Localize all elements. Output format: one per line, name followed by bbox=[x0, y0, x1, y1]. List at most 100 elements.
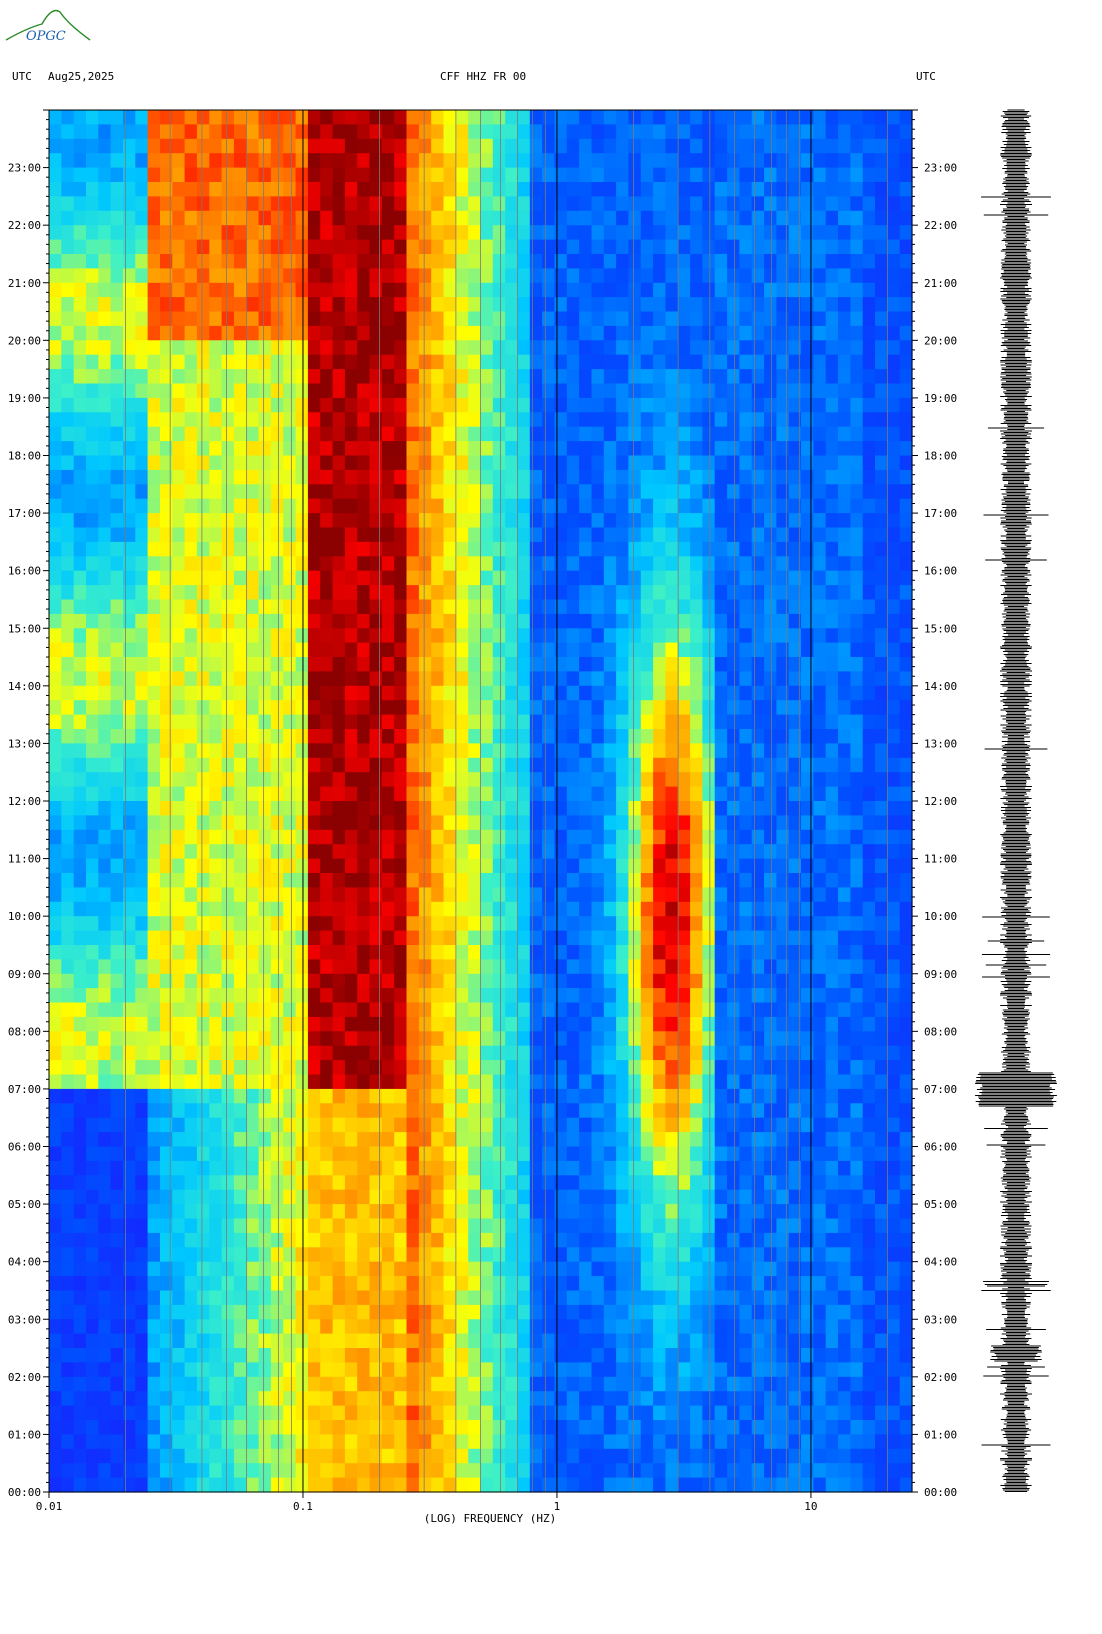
heatmap-cell bbox=[788, 110, 802, 125]
heatmap-cell bbox=[690, 484, 703, 500]
heatmap-cell bbox=[517, 1117, 531, 1133]
heatmap-cell bbox=[369, 541, 383, 557]
heatmap-cell bbox=[196, 225, 210, 241]
heatmap-cell bbox=[554, 1117, 568, 1133]
heatmap-cell bbox=[86, 282, 99, 298]
heatmap-cell bbox=[406, 167, 420, 183]
heatmap-cell bbox=[677, 1002, 691, 1018]
heatmap-cell bbox=[431, 167, 445, 183]
heatmap-cell bbox=[307, 1060, 321, 1076]
heatmap-cell bbox=[603, 469, 617, 485]
heatmap-cell bbox=[258, 556, 272, 572]
heatmap-cell bbox=[887, 369, 901, 385]
heatmap-cell bbox=[653, 901, 666, 917]
heatmap-cell bbox=[172, 441, 186, 457]
heatmap-cell bbox=[838, 901, 851, 917]
heatmap-cell bbox=[270, 182, 284, 197]
heatmap-cell bbox=[603, 225, 617, 241]
heatmap-cell bbox=[616, 282, 629, 298]
heatmap-cell bbox=[246, 426, 260, 442]
heatmap-cell bbox=[344, 311, 358, 327]
heatmap-cell bbox=[344, 585, 358, 601]
heatmap-cell bbox=[764, 1002, 777, 1018]
heatmap-cell bbox=[258, 613, 272, 629]
heatmap-cell bbox=[270, 225, 284, 241]
heatmap-cell bbox=[86, 916, 99, 932]
heatmap-cell bbox=[887, 297, 901, 313]
heatmap-cell bbox=[381, 685, 395, 701]
heatmap-cell bbox=[172, 254, 186, 269]
heatmap-cell bbox=[591, 383, 605, 399]
heatmap-cell bbox=[98, 541, 112, 557]
heatmap-cell bbox=[862, 729, 876, 744]
heatmap-cell bbox=[394, 167, 408, 183]
heatmap-cell bbox=[776, 988, 790, 1004]
heatmap-cell bbox=[665, 1002, 679, 1018]
heatmap-cell bbox=[147, 225, 161, 241]
heatmap-cell bbox=[184, 988, 198, 1004]
heatmap-cell bbox=[529, 469, 543, 485]
heatmap-cell bbox=[357, 988, 371, 1004]
heatmap-cell bbox=[850, 916, 864, 932]
heatmap-cell bbox=[492, 369, 506, 385]
heatmap-cell bbox=[776, 829, 790, 845]
heatmap-cell bbox=[690, 254, 703, 269]
heatmap-cell bbox=[751, 743, 765, 759]
heatmap-cell bbox=[739, 613, 753, 629]
heatmap-cell bbox=[603, 585, 617, 601]
heatmap-cell bbox=[258, 484, 272, 500]
date-label: Aug25,2025 bbox=[48, 70, 115, 83]
heatmap-cell bbox=[406, 1045, 420, 1061]
heatmap-cell bbox=[135, 268, 149, 284]
heatmap-cell bbox=[221, 772, 235, 788]
heatmap-cell bbox=[529, 585, 543, 601]
heatmap-cell bbox=[480, 829, 494, 845]
heatmap-cell bbox=[184, 110, 198, 125]
heatmap-cell bbox=[665, 945, 679, 960]
heatmap-cell bbox=[492, 714, 506, 730]
heatmap-cell bbox=[49, 455, 62, 471]
heatmap-cell bbox=[86, 801, 99, 816]
heatmap-cell bbox=[221, 829, 235, 845]
heatmap-cell bbox=[850, 700, 864, 716]
heatmap-cell bbox=[258, 700, 272, 716]
heatmap-cell bbox=[603, 383, 617, 399]
heatmap-cell bbox=[455, 484, 469, 500]
heatmap-cell bbox=[283, 599, 297, 615]
heatmap-cell bbox=[751, 426, 765, 442]
heatmap-cell bbox=[838, 469, 851, 485]
heatmap-cell bbox=[801, 369, 814, 385]
heatmap-cell bbox=[505, 527, 519, 543]
heatmap-cell bbox=[184, 1103, 198, 1119]
heatmap-cell bbox=[801, 844, 814, 860]
heatmap-cell bbox=[320, 124, 334, 140]
heatmap-cell bbox=[406, 311, 420, 327]
heatmap-cell bbox=[73, 1074, 87, 1090]
heatmap-cell bbox=[332, 527, 346, 543]
heatmap-cell bbox=[246, 570, 260, 586]
heatmap-cell bbox=[307, 671, 321, 687]
heatmap-cell bbox=[406, 441, 420, 457]
heatmap-cell bbox=[233, 311, 247, 327]
heatmap-cell bbox=[603, 570, 617, 586]
heatmap-cell bbox=[258, 585, 272, 601]
heatmap-cell bbox=[603, 484, 617, 500]
heatmap-cell bbox=[369, 340, 383, 356]
heatmap-cell bbox=[431, 124, 445, 140]
heatmap-cell bbox=[566, 498, 580, 514]
heatmap-cell bbox=[579, 325, 592, 341]
heatmap-cell bbox=[196, 801, 210, 816]
heatmap-cell bbox=[542, 1117, 555, 1133]
heatmap-cell bbox=[616, 124, 629, 140]
heatmap-cell bbox=[603, 556, 617, 572]
heatmap-cell bbox=[566, 110, 580, 125]
heatmap-cell bbox=[295, 167, 309, 183]
heatmap-cell bbox=[813, 700, 827, 716]
heatmap-cell bbox=[887, 268, 901, 284]
heatmap-cell bbox=[110, 182, 124, 197]
heatmap-cell bbox=[554, 916, 568, 932]
heatmap-cell bbox=[172, 959, 186, 975]
heatmap-cell bbox=[369, 182, 383, 197]
heatmap-cell bbox=[702, 1045, 716, 1061]
heatmap-cell bbox=[431, 1002, 445, 1018]
